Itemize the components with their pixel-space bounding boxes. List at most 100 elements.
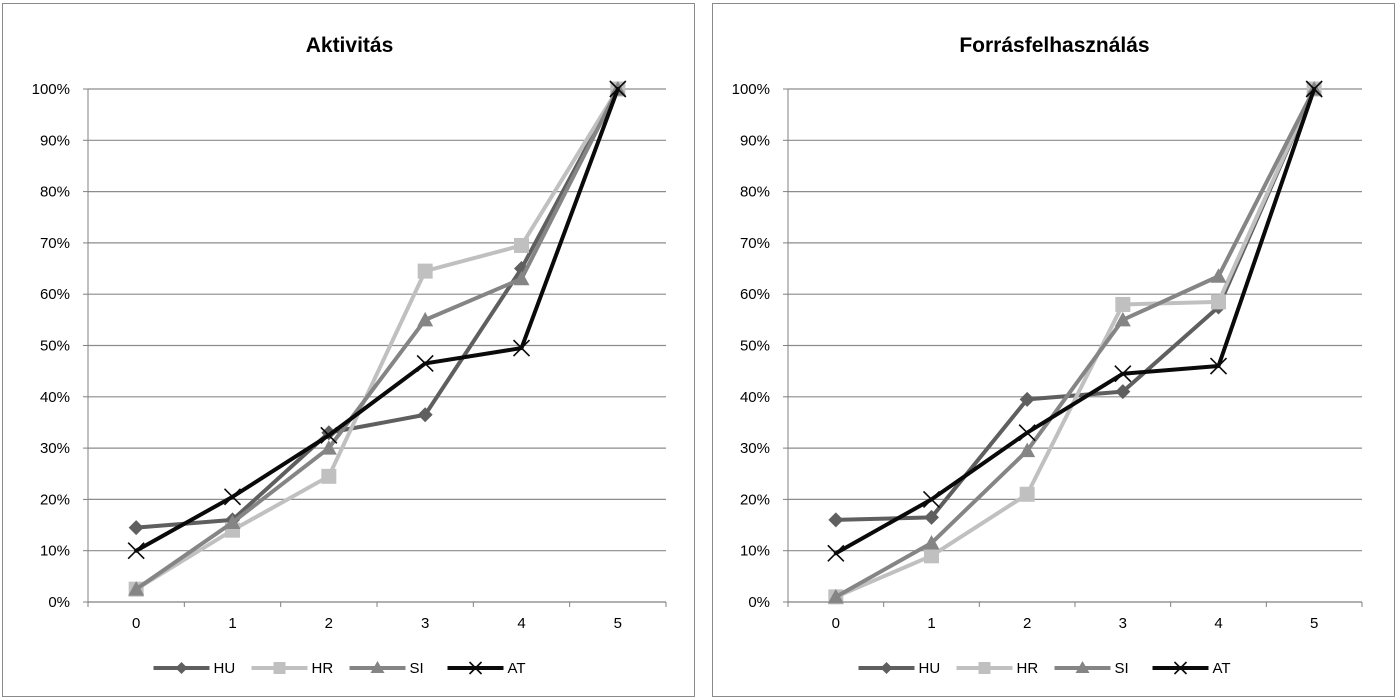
data-point-hr: [321, 468, 337, 484]
gridlines: [88, 88, 666, 603]
data-point-si: [417, 311, 434, 327]
data-point-at: [416, 354, 434, 373]
y-tick-label: 50%: [740, 338, 770, 355]
y-tick-label: 100%: [732, 81, 770, 98]
y-tick-label: 40%: [740, 389, 770, 406]
legend-item-hu: HU: [858, 660, 941, 677]
chart-panel-forrasfelhasznalas: Forrásfelhasználás 0% 10% 20% 30% 40% 50% 60% 70…: [712, 3, 1395, 697]
x-tick-label: 4: [517, 615, 525, 632]
series-hu: [128, 81, 626, 536]
chart-panel-aktivitas: Aktivitás 0% 10% 20% 30% 40% 50% 60% 70% 80% 90% 10…: [2, 3, 695, 697]
x-tick-label: 0: [132, 615, 140, 632]
y-tick-label: 50%: [40, 338, 70, 355]
data-point-hu: [417, 407, 433, 423]
series-line-si: [134, 87, 620, 592]
data-point-hr: [1211, 294, 1226, 310]
y-tick-label: 90%: [40, 132, 70, 149]
legend-item-si: SI: [1054, 660, 1129, 677]
chart-aktivitas: Aktivitás0%10%20%30%40%50%60%70%80%90%10…: [32, 34, 667, 677]
data-point-hr: [924, 548, 939, 564]
data-point-at: [922, 490, 941, 508]
legend-item-si: SI: [349, 660, 424, 677]
y-tick-label: 70%: [740, 235, 770, 252]
y-tick-label: 10%: [40, 543, 70, 560]
y-tick-label: 0%: [48, 594, 70, 611]
x-tick-label: 2: [325, 615, 333, 632]
x-tick-label: 1: [927, 615, 935, 632]
series-line-si: [833, 87, 1317, 599]
legend-label: HR: [1017, 660, 1039, 677]
data-point-si: [923, 535, 940, 550]
legend-marker: [370, 661, 385, 673]
y-tick-label: 20%: [40, 491, 70, 508]
chart-forrasfelhasznalas: Forrásfelhasználás 0% 10% 20% 30% 40% 50% 60% 70…: [732, 34, 1363, 677]
y-tick-label: 60%: [740, 286, 770, 303]
chart-title: Forrásfelhasználás: [959, 34, 1149, 57]
data-point-si: [827, 588, 844, 604]
series-line-at: [833, 87, 1317, 556]
data-point-hr: [1019, 486, 1035, 502]
legend-marker: [468, 661, 483, 675]
legend-marker: [175, 662, 188, 674]
y-tick-label: 80%: [740, 184, 770, 201]
series-line-at: [134, 87, 620, 553]
x-tick-label: 4: [1214, 615, 1222, 632]
x-tick-label: 0: [832, 615, 840, 632]
data-point-si: [1114, 311, 1131, 327]
data-point-at: [1114, 365, 1132, 383]
x-tick-label: 2: [1023, 615, 1031, 632]
y-tick-label: 70%: [40, 235, 70, 252]
x-axis: 0 1 2 3 4 5: [787, 602, 1363, 632]
y-tick-label: 0%: [748, 594, 770, 611]
gridlines: [788, 88, 1362, 603]
series-line-hu: [833, 87, 1317, 522]
x-tick-label: 5: [614, 615, 622, 632]
legend-marker: [1173, 661, 1188, 675]
y-tick-label: 100%: [32, 81, 70, 98]
data-point-si: [224, 514, 241, 529]
series-hr: [128, 81, 626, 597]
data-point-hu: [1115, 384, 1131, 400]
legend-label: SI: [1115, 660, 1129, 677]
y-tick-label: 10%: [740, 543, 770, 560]
series-at: [127, 80, 627, 560]
y-tick-label: 20%: [740, 491, 770, 508]
series-si: [827, 81, 1323, 604]
data-point-at: [1209, 357, 1228, 375]
legend-item-hu: HU: [153, 660, 235, 677]
legend-marker: [273, 662, 286, 674]
series-line-hu: [134, 87, 620, 530]
data-point-si: [513, 270, 530, 286]
series-at: [827, 80, 1323, 562]
y-axis: 0% 10% 20% 30% 40% 50% 60% 70% 80% 90% 100%: [732, 81, 789, 611]
data-point-hr: [1115, 296, 1131, 312]
x-tick-label: 5: [1310, 615, 1318, 632]
x-axis: 0 1 2 3 4 5: [87, 602, 667, 632]
y-axis: 0% 10% 20% 30% 40% 50% 60% 70% 80% 90% 100%: [32, 81, 89, 611]
legend-label: AT: [508, 660, 526, 677]
data-point-hu: [1019, 391, 1035, 407]
y-tick-label: 60%: [40, 286, 70, 303]
data-point-at: [827, 544, 845, 562]
data-point-at: [320, 426, 338, 444]
legend: HU HR SI AT: [858, 660, 1231, 677]
chart-title: Aktivitás: [306, 34, 394, 57]
data-point-at: [1305, 80, 1323, 98]
legend-marker: [1075, 661, 1090, 673]
data-point-hr: [417, 263, 433, 279]
y-tick-label: 30%: [740, 440, 770, 457]
data-point-si: [320, 440, 337, 455]
y-tick-label: 90%: [740, 132, 770, 149]
data-point-hu: [128, 520, 144, 536]
legend-item-hr: HR: [251, 660, 334, 677]
y-tick-label: 30%: [40, 440, 70, 457]
x-tick-label: 3: [1119, 615, 1127, 632]
x-tick-label: 1: [228, 615, 236, 632]
legend-marker: [978, 662, 991, 674]
data-point-si: [1210, 268, 1227, 283]
legend-label: HU: [919, 660, 941, 677]
legend-label: HR: [312, 660, 334, 677]
series-line-hr: [134, 87, 620, 592]
series-line-hr: [833, 87, 1317, 599]
y-tick-label: 80%: [40, 184, 70, 201]
